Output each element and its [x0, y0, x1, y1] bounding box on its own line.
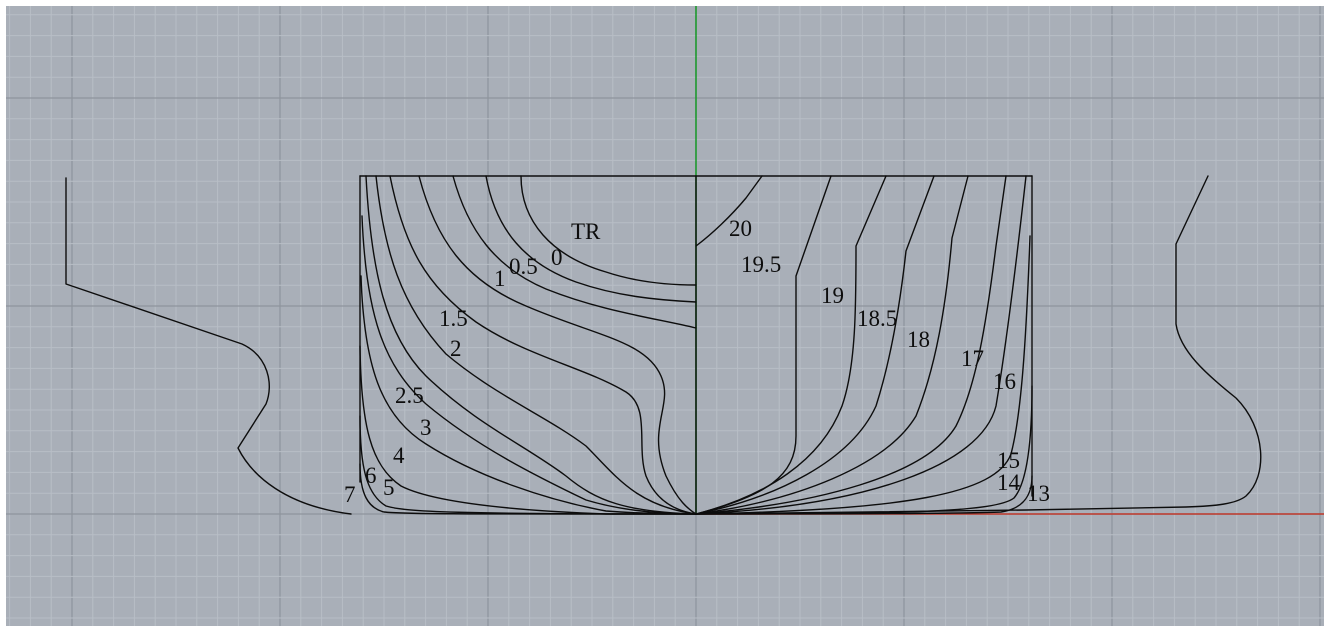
station-label-6: 6: [365, 463, 377, 488]
station-label-4: 4: [393, 443, 405, 468]
station-0_5-curve: [452, 175, 697, 329]
viewport-grid: [6, 6, 1324, 626]
station-label-1: 1: [494, 266, 506, 291]
station-label-17: 17: [961, 346, 984, 371]
stern-profile-curve: [65, 177, 352, 515]
station-label-15: 15: [997, 448, 1020, 473]
station-16-curve: [695, 175, 1027, 515]
station-18_5-curve: [695, 175, 935, 515]
station-label-14: 14: [997, 470, 1021, 495]
station-3-curve: [361, 215, 697, 515]
station-label-13: 13: [1027, 481, 1050, 506]
station-7-curve: [359, 463, 697, 515]
station-label-0_5: 0.5: [509, 254, 538, 279]
station-4-curve: [360, 275, 697, 515]
station-label-2: 2: [450, 336, 462, 361]
station-label-7: 7: [344, 482, 356, 507]
station-17-curve: [695, 175, 1007, 515]
body-plan-drawing: TR 0 0.5 1 1.5 2 2.5 3 4 5 6 7 20 19.5 1…: [6, 6, 1324, 626]
station-5-curve: [359, 345, 697, 515]
body-plan-viewport[interactable]: TR 0 0.5 1 1.5 2 2.5 3 4 5 6 7 20 19.5 1…: [6, 6, 1324, 626]
station-label-19: 19: [821, 283, 844, 308]
station-15-curve: [695, 235, 1031, 515]
station-label-3: 3: [420, 415, 432, 440]
station-1-curve: [418, 175, 697, 515]
station-label-18: 18: [907, 327, 930, 352]
station-label-1_5: 1.5: [439, 306, 468, 331]
station-label-19_5: 19.5: [741, 252, 781, 277]
station-label-18_5: 18.5: [857, 306, 897, 331]
station-2-curve: [375, 175, 697, 515]
station-2_5-curve: [365, 175, 697, 515]
station-19_5-curve: [695, 175, 832, 515]
station-18-curve: [695, 175, 969, 515]
station-19-curve: [695, 175, 887, 515]
station-1_5-curve: [389, 175, 697, 515]
station-label-5: 5: [383, 475, 395, 500]
station-label-0: 0: [551, 245, 563, 270]
station-label-2_5: 2.5: [395, 383, 424, 408]
station-0-curve: [485, 175, 697, 303]
station-13-curve: [695, 475, 1033, 515]
station-label-TR: TR: [571, 219, 601, 244]
station-TR-curve: [520, 175, 697, 286]
station-label-20: 20: [729, 216, 752, 241]
station-20-curve: [695, 175, 763, 247]
station-14-curve: [695, 385, 1033, 515]
station-label-16: 16: [993, 369, 1016, 394]
bow-profile-curve: [695, 175, 1262, 515]
